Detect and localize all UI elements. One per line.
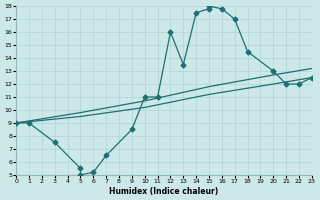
- X-axis label: Humidex (Indice chaleur): Humidex (Indice chaleur): [109, 187, 219, 196]
